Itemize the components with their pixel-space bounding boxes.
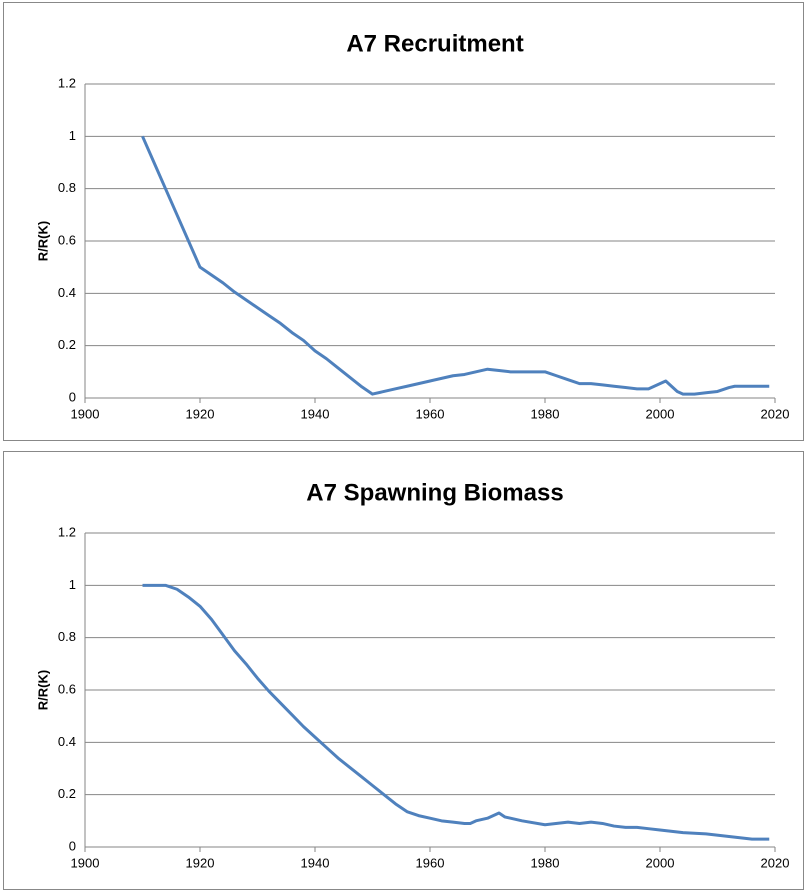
x-tick-label: 1920 — [186, 855, 215, 870]
y-tick-label: 1.2 — [58, 75, 76, 90]
x-tick-label: 1920 — [186, 406, 215, 421]
x-tick-label: 1900 — [71, 406, 100, 421]
chart-border — [3, 2, 804, 441]
chart: A7 Spawning Biomass R/R(K) 0 0.2 0.4 0.6 0.8 1 1… — [3, 451, 804, 890]
y-tick-label: 0.6 — [58, 232, 76, 247]
x-tick-label: 1980 — [531, 855, 560, 870]
x-tick-label: 1960 — [416, 406, 445, 421]
y-tick-label: 0.4 — [58, 285, 76, 300]
y-tick-label: 1 — [69, 128, 76, 143]
chart: A7 Recruitment R/R(K) 0 0.2 0.4 0.6 0.8 1 1.2 190… — [3, 2, 804, 441]
y-tick-label: 0.4 — [58, 734, 76, 749]
y-tick-label: 0.8 — [58, 629, 76, 644]
y-tick-label: 0.2 — [58, 337, 76, 352]
data-line — [141, 135, 770, 396]
x-tick-label: 1980 — [531, 406, 560, 421]
chart-title: A7 Recruitment — [346, 30, 523, 57]
x-tick-label: 1940 — [301, 406, 330, 421]
x-tick-label: 2000 — [646, 855, 675, 870]
x-tick-label: 1960 — [416, 855, 445, 870]
x-tick-label: 2000 — [646, 406, 675, 421]
x-tick-label: 2020 — [761, 406, 790, 421]
y-tick-label: 0.2 — [58, 786, 76, 801]
chart-title: A7 Spawning Biomass — [306, 479, 563, 506]
x-tick-label: 2020 — [761, 855, 790, 870]
y-tick-label: 1.2 — [58, 524, 76, 539]
y-tick-label: 1 — [69, 577, 76, 592]
data-line — [142, 583, 770, 841]
x-tick-label: 1900 — [71, 855, 100, 870]
y-tick-label: 0.6 — [58, 681, 76, 696]
y-tick-label: 0.8 — [58, 180, 76, 195]
chart-border — [3, 451, 804, 890]
y-tick-label: 0 — [69, 389, 76, 404]
y-axis-label: R/R(K) — [35, 221, 50, 261]
x-tick-label: 1940 — [301, 855, 330, 870]
y-axis-label: R/R(K) — [35, 670, 50, 710]
y-tick-label: 0 — [69, 838, 76, 853]
